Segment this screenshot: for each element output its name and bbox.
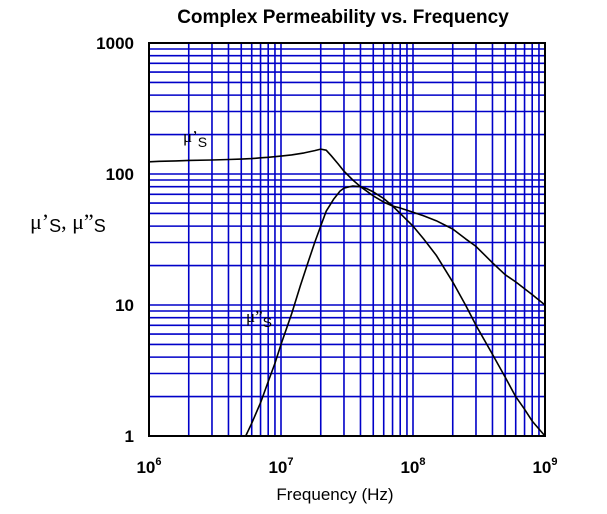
data-series: μ’Sμ”S: [148, 127, 546, 437]
y-tick-label: 1: [125, 427, 134, 446]
x-tick-exponent: 6: [155, 456, 161, 468]
plot-frame: [148, 42, 546, 437]
series-line-1: [148, 148, 546, 306]
series-label-symbol: μ”: [246, 307, 263, 326]
y-tick-label: 100: [106, 165, 134, 184]
chart-title: Complex Permeability vs. Frequency: [177, 7, 509, 28]
x-tick-label: 109: [532, 456, 557, 477]
grid-lines: [148, 43, 545, 437]
x-tick-label: 108: [400, 456, 425, 477]
x-tick-exponent: 9: [551, 456, 557, 468]
y-axis-label-mu-double-prime: , μ”: [61, 209, 94, 234]
y-axis-label-sub-1: S: [49, 216, 61, 236]
x-tick-label: 106: [136, 456, 161, 477]
series-label-subscript: S: [263, 314, 272, 330]
series-label-subscript: S: [198, 134, 207, 150]
x-tick-labels: 106 107 108 109: [136, 456, 557, 477]
x-tick-base: 10: [400, 458, 419, 477]
x-tick-base: 10: [136, 458, 155, 477]
x-tick-base: 10: [268, 458, 287, 477]
y-tick-label: 10: [115, 296, 134, 315]
y-axis-label-mu-prime: μ’: [30, 209, 49, 234]
series-line-2: [244, 185, 546, 437]
y-tick-labels: 1000 100 10 1: [96, 34, 134, 446]
series-label-2: μ”S: [246, 307, 272, 330]
series-label-symbol: μ’: [183, 127, 198, 146]
x-tick-base: 10: [532, 458, 551, 477]
x-axis-label: Frequency (Hz): [276, 485, 393, 504]
x-tick-exponent: 8: [419, 456, 425, 468]
y-axis-label: μ’S, μ”S: [30, 209, 106, 236]
y-tick-label: 1000: [96, 34, 134, 53]
x-tick-exponent: 7: [287, 456, 293, 468]
series-label-1: μ’S: [183, 127, 207, 150]
y-axis-label-sub-2: S: [94, 216, 106, 236]
x-tick-label: 107: [268, 456, 293, 477]
